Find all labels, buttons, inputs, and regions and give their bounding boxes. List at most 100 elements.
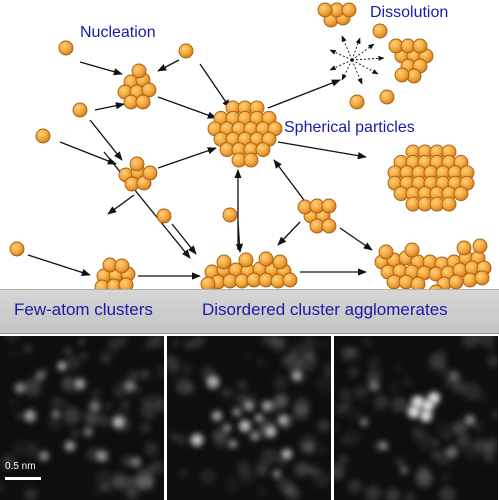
background-noise: [181, 363, 193, 375]
background-noise: [451, 379, 466, 394]
background-noise: [484, 437, 498, 453]
arrow-to-nucleation-cluster: [94, 102, 125, 111]
background-noise: [299, 434, 318, 452]
background-noise: [403, 377, 412, 386]
cluster-spot: [399, 465, 409, 475]
background-noise: [389, 382, 400, 394]
disordered-agglomerate-mid: [200, 251, 298, 292]
background-noise: [363, 337, 372, 346]
background-noise: [144, 442, 159, 456]
background-noise: [462, 382, 481, 401]
cluster-spot: [359, 417, 369, 427]
single-atom: [178, 43, 194, 59]
background-noise: [95, 470, 113, 488]
atom: [243, 152, 259, 168]
agglomerate-spot: [232, 407, 242, 417]
arrow-atom-to-agglomerate: [171, 223, 197, 255]
background-noise: [64, 384, 71, 391]
background-noise: [63, 407, 81, 425]
background-noise: [244, 352, 252, 360]
single-atom: [349, 94, 365, 110]
background-noise: [257, 487, 268, 497]
background-noise: [91, 388, 102, 399]
atom: [441, 196, 457, 212]
background-noise: [348, 367, 359, 378]
arrow-mid-down: [107, 194, 135, 215]
background-noise: [428, 353, 447, 371]
agglomerate-spot: [272, 469, 282, 479]
background-noise: [439, 486, 456, 500]
single-atom: [222, 207, 238, 223]
background-noise: [317, 419, 331, 433]
background-noise: [349, 408, 362, 421]
background-noise: [95, 486, 104, 496]
background-noise: [438, 348, 447, 357]
background-noise: [411, 426, 426, 441]
background-noise: [334, 424, 340, 431]
atom: [131, 63, 147, 79]
background-noise: [260, 448, 278, 466]
background-noise: [275, 392, 289, 407]
single-atom: [72, 102, 88, 118]
disordered-agglomerates-label: Disordered cluster agglomerates: [202, 300, 448, 319]
atom: [129, 156, 145, 172]
particle-spot: [420, 410, 432, 422]
background-noise: [237, 380, 247, 390]
background-noise: [318, 446, 327, 455]
atom: [114, 258, 130, 274]
cluster-spot: [74, 378, 86, 390]
atom: [258, 251, 274, 267]
cluster-spot: [96, 450, 108, 462]
atom: [474, 270, 490, 286]
cluster-spot: [57, 361, 67, 371]
background-noise: [312, 469, 331, 488]
atom: [255, 142, 271, 158]
background-noise: [373, 394, 389, 411]
small-cluster-right: [297, 198, 337, 234]
background-noise: [28, 449, 38, 460]
single-atom: [35, 128, 51, 144]
single-atom: [379, 89, 395, 105]
atom: [321, 198, 337, 214]
few-atom-clusters-label: Few-atom clusters: [14, 300, 153, 319]
background-noise: [225, 477, 241, 493]
background-noise: [61, 400, 69, 408]
background-noise: [436, 422, 455, 440]
scale-bar: [5, 477, 41, 480]
atom: [141, 82, 157, 98]
arrow-small-to-right-agglomerate: [339, 227, 373, 251]
background-noise: [415, 468, 433, 486]
background-noise: [336, 402, 350, 416]
cluster-spot: [24, 410, 36, 422]
agglomerate-spot: [281, 448, 293, 460]
arrow-nucleation-1: [79, 61, 123, 76]
arrow-to-agglomerate: [103, 151, 191, 259]
background-noise: [441, 365, 448, 372]
particle-spot: [412, 396, 424, 408]
background-noise: [13, 440, 30, 458]
agglomerate-spot: [261, 400, 273, 412]
background-noise: [301, 336, 318, 351]
background-noise: [456, 434, 471, 449]
dissolution-arrow: [351, 55, 385, 61]
background-noise: [133, 386, 142, 395]
cluster-spot: [89, 400, 101, 412]
atom: [394, 67, 410, 83]
atom: [135, 94, 151, 110]
arrow-to-central-1: [199, 63, 231, 109]
background-noise: [178, 469, 188, 479]
background-noise: [256, 358, 265, 367]
background-noise: [452, 420, 469, 437]
atom: [404, 242, 420, 258]
arrow-to-few-atom: [27, 254, 91, 276]
background-noise: [140, 422, 151, 433]
agglomerate-spot: [265, 426, 277, 438]
background-noise: [79, 351, 88, 361]
cluster-spot: [51, 409, 61, 419]
background-noise: [240, 471, 255, 486]
atom: [412, 38, 428, 54]
background-noise: [487, 355, 498, 368]
background-noise: [28, 442, 38, 452]
scale-bar-label: 0.5 nm: [5, 461, 36, 472]
agglomerate-spot: [190, 433, 204, 447]
